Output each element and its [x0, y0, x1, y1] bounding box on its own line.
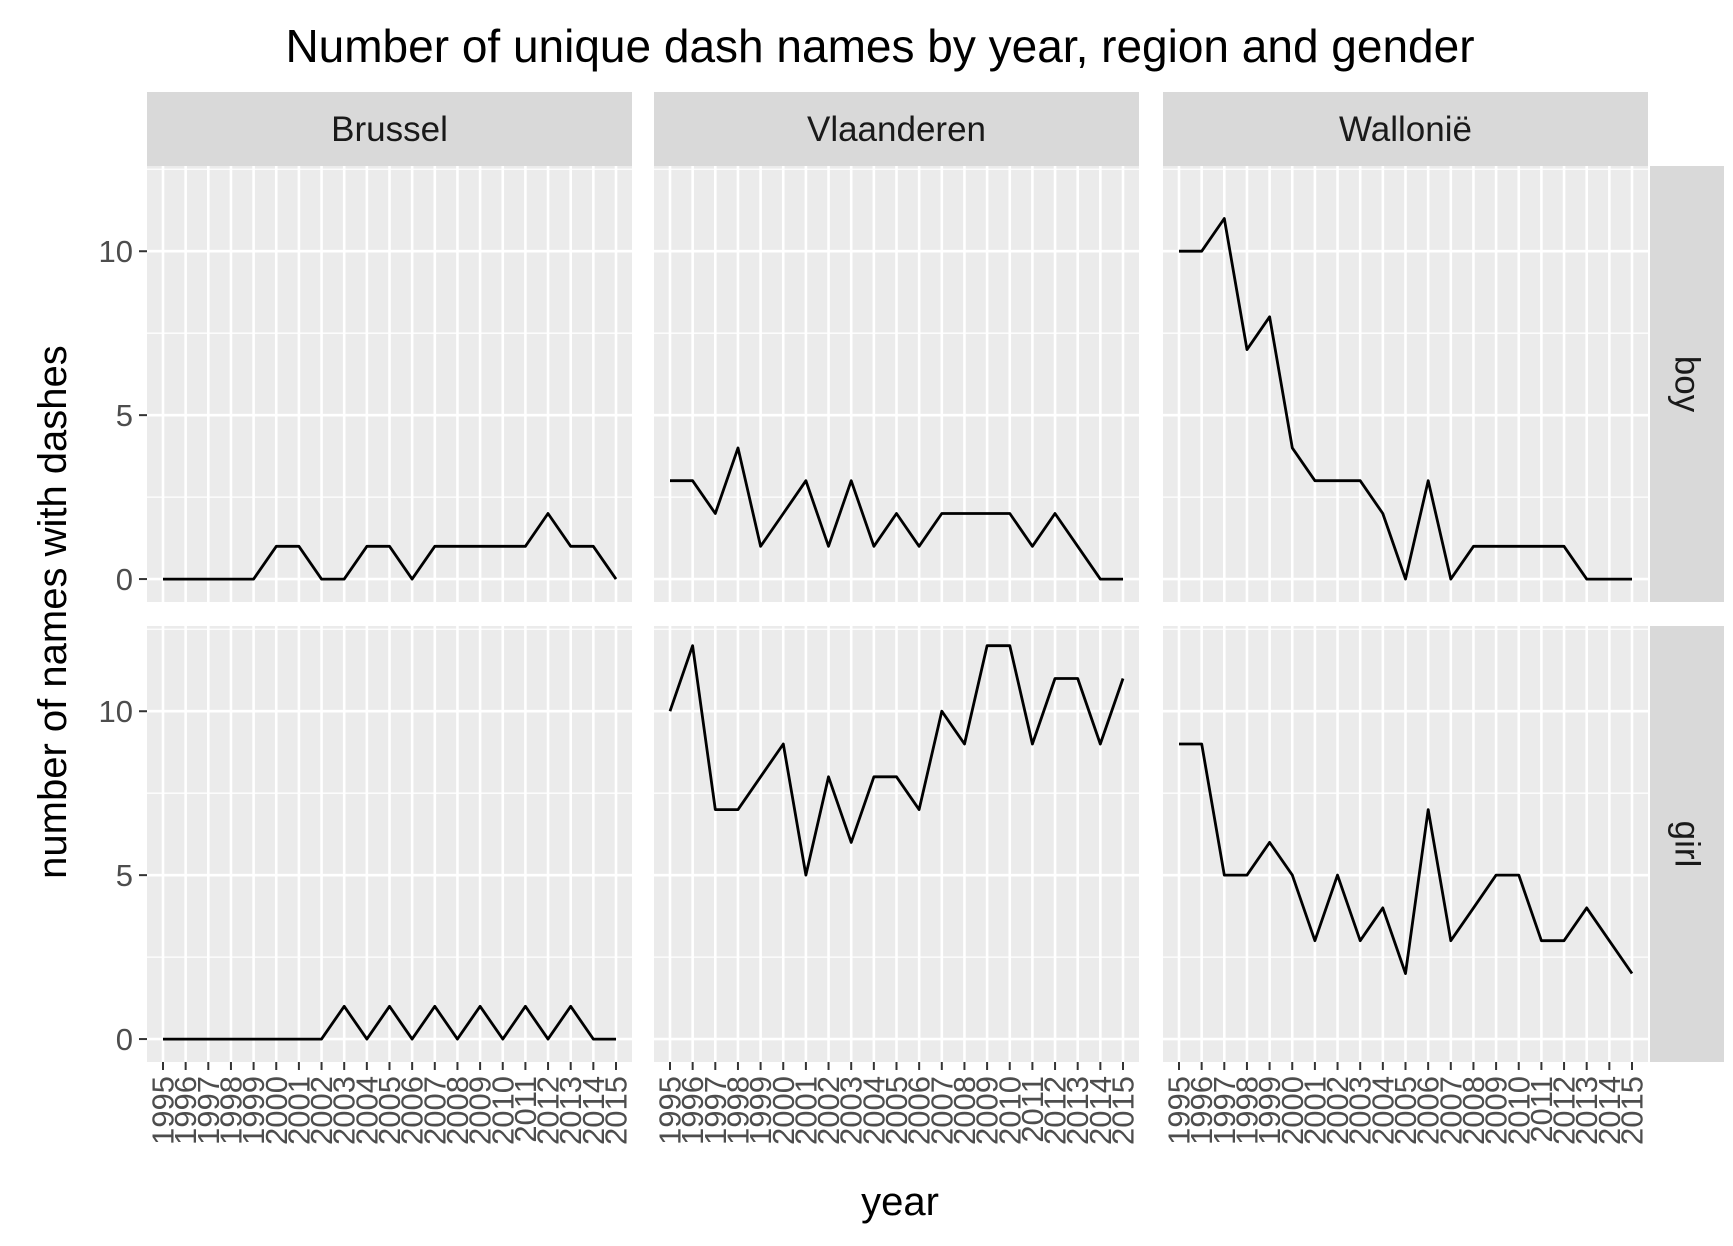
x-tick-label: 1998 [213, 1076, 248, 1145]
x-tick-label: 2003 [1343, 1076, 1378, 1145]
series-line-wallonie-girl [1179, 742, 1634, 975]
y-tick-label: 0 [116, 1022, 133, 1057]
x-tick-label: 2012 [1547, 1076, 1582, 1145]
series-line-brussel-boy [163, 512, 618, 581]
y-tick-label: 0 [116, 562, 133, 597]
x-tick-label: 1996 [675, 1076, 710, 1145]
x-tick-label: 2009 [970, 1076, 1005, 1145]
x-tick-label: 2009 [463, 1076, 498, 1145]
x-tick-label: 2012 [531, 1076, 566, 1145]
strip-label-boy: boy [1668, 356, 1707, 413]
y-tick-label: 10 [99, 694, 133, 729]
x-tick-label: 2007 [417, 1076, 452, 1145]
strip-label-vlaanderen: Vlaanderen [807, 110, 986, 149]
x-tick-label: 2006 [902, 1076, 937, 1145]
y-axis-title: number of names with dashes [31, 345, 75, 879]
strip-girl [1650, 626, 1724, 1062]
x-tick-label: 2011 [1524, 1076, 1559, 1143]
y-tick-label: 5 [116, 398, 133, 433]
x-tick-label: 2001 [788, 1076, 823, 1145]
x-tick-label: 2004 [1365, 1076, 1400, 1145]
x-tick-label: 1996 [1184, 1076, 1219, 1145]
series-line-brussel-girl [163, 1004, 616, 1041]
x-tick-label: 2002 [304, 1076, 339, 1145]
series-line-vlaanderen-boy [670, 446, 1123, 581]
x-tick-label: 2011 [1015, 1076, 1050, 1143]
x-tick-label: 2013 [1060, 1076, 1095, 1145]
x-tick-label: 1997 [1207, 1076, 1242, 1145]
y-tick-label: 5 [116, 858, 133, 893]
x-tick-label: 2010 [992, 1076, 1027, 1145]
x-tick-label: 1999 [236, 1076, 271, 1145]
x-tick-label: 2000 [259, 1076, 294, 1145]
x-tick-label: 2014 [1083, 1076, 1118, 1145]
x-tick-label: 2015 [1615, 1076, 1650, 1145]
panel-grid: Brussel Vlaanderen Wallonië boy girl 0 5 10 0 5 10… [99, 92, 1724, 1145]
x-tick-label: 2002 [1320, 1076, 1355, 1145]
x-tick-label: 2004 [856, 1076, 891, 1145]
x-tick-label: 1997 [191, 1076, 226, 1145]
chart-title: Number of unique dash names by year, reg… [285, 20, 1474, 72]
x-tick-label: 2015 [1106, 1076, 1141, 1145]
x-tick-label: 1998 [1229, 1076, 1264, 1145]
x-tick-label: 2005 [879, 1076, 914, 1145]
x-tick-label: 2014 [576, 1076, 611, 1145]
x-tick-label: 1998 [720, 1076, 755, 1145]
x-tick-label: 2007 [924, 1076, 959, 1145]
x-tick-label: 1997 [698, 1076, 733, 1145]
x-tick-label: 2010 [1501, 1076, 1536, 1145]
x-tick-label: 2001 [1297, 1076, 1332, 1145]
series-line-wallonie-boy [1179, 217, 1632, 581]
x-tick-label: 2008 [947, 1076, 982, 1145]
strip-wallonie [1163, 92, 1648, 166]
x-tick-label: 1995 [1162, 1076, 1197, 1145]
x-tick-label: 2014 [1592, 1076, 1627, 1145]
x-tick-label: 1995 [146, 1076, 181, 1145]
x-tick-label: 2005 [372, 1076, 407, 1145]
x-tick-label: 1999 [1252, 1076, 1287, 1145]
strip-vlaanderen [654, 92, 1139, 166]
x-tick-label: 2003 [834, 1076, 869, 1145]
x-tick-label: 2006 [1411, 1076, 1446, 1145]
x-tick-label: 2008 [1456, 1076, 1491, 1145]
strip-label-brussel: Brussel [331, 110, 448, 149]
x-tick-label: 1999 [743, 1076, 778, 1145]
x-tick-label: 2009 [1479, 1076, 1514, 1145]
x-tick-label: 2015 [599, 1076, 634, 1145]
x-axis-title: year [861, 1180, 939, 1224]
x-tick-label: 2003 [327, 1076, 362, 1145]
strip-boy [1650, 166, 1724, 602]
x-tick-label: 2004 [349, 1076, 384, 1145]
x-tick-label: 2000 [1275, 1076, 1310, 1145]
x-tick-label: 2011 [508, 1076, 543, 1143]
x-tick-label: 2000 [766, 1076, 801, 1145]
x-tick-label: 2005 [1388, 1076, 1423, 1145]
x-tick-label: 2010 [485, 1076, 520, 1145]
strip-label-wallonie: Wallonië [1339, 110, 1472, 149]
x-tick-label: 2012 [1038, 1076, 1073, 1145]
x-tick-label: 2008 [440, 1076, 475, 1145]
x-tick-label: 2013 [1569, 1076, 1604, 1145]
x-tick-label: 2013 [553, 1076, 588, 1145]
series-line-vlaanderen-girl [668, 644, 1125, 877]
x-tick-label: 2006 [395, 1076, 430, 1145]
y-tick-label: 10 [99, 234, 133, 269]
x-tick-label: 1995 [653, 1076, 688, 1145]
x-tick-label: 2001 [281, 1076, 316, 1145]
x-tick-label: 1996 [168, 1076, 203, 1145]
strip-brussel [147, 92, 632, 166]
x-tick-label: 2007 [1433, 1076, 1468, 1145]
x-tick-label: 2002 [811, 1076, 846, 1145]
strip-label-girl: girl [1668, 821, 1707, 868]
